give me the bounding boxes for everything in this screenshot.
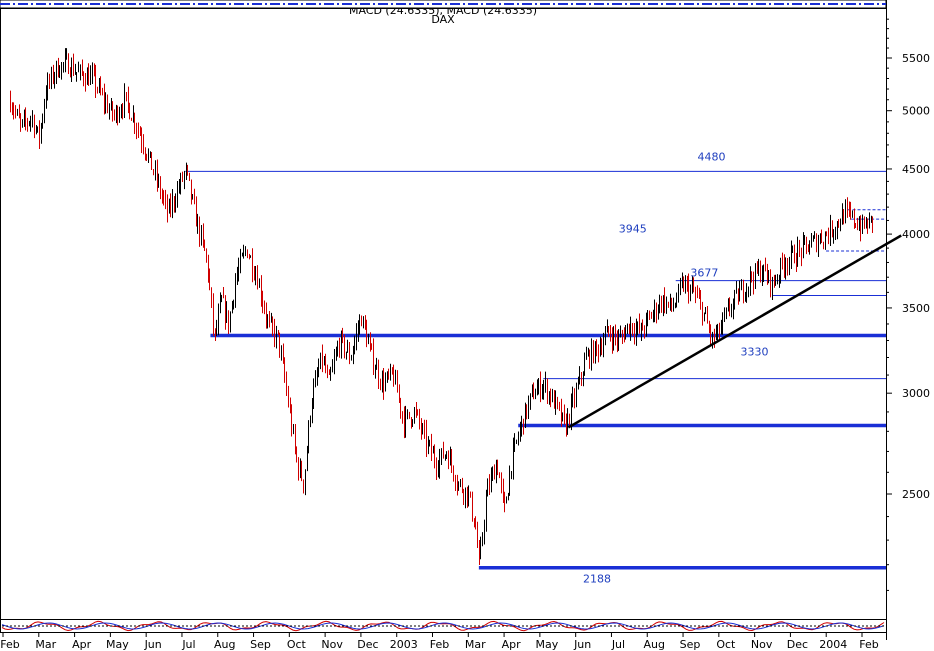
x-tick-label: Jun bbox=[144, 638, 162, 651]
x-tick-label: May bbox=[106, 638, 129, 651]
y-tick-label: 5500 bbox=[902, 52, 930, 65]
x-tick-label: Sep bbox=[680, 638, 701, 651]
x-tick-label: Feb bbox=[0, 638, 19, 651]
y-tick-label: 3000 bbox=[902, 387, 930, 400]
x-tick-label: May bbox=[536, 638, 559, 651]
x-tick-label: Feb bbox=[430, 638, 449, 651]
plot-frame bbox=[0, 8, 887, 620]
y-axis: 2500 3000 3500 4000 4500 5000 5500 bbox=[886, 18, 930, 591]
macd-signal-line bbox=[1, 622, 885, 630]
x-tick-label: Jul bbox=[611, 638, 625, 651]
x-tick-label: Jun bbox=[573, 638, 591, 651]
macd-panel bbox=[1, 620, 885, 632]
x-axis: Feb Mar Apr May Jun Jul Aug Sep Oct Nov Dec 2003 Feb… bbox=[0, 632, 879, 651]
x-tick-label: Aug bbox=[644, 638, 665, 651]
level-label-2188: 2188 bbox=[583, 573, 611, 586]
x-tick-label: Sep bbox=[250, 638, 271, 651]
x-tick-label: Feb bbox=[859, 638, 878, 651]
x-tick-label: 2003 bbox=[390, 638, 418, 651]
x-tick-label: Mar bbox=[35, 638, 56, 651]
macd-line bbox=[1, 620, 885, 632]
level-label-4480: 4480 bbox=[698, 150, 726, 163]
price-series bbox=[10, 48, 873, 566]
y-tick-label: 2500 bbox=[902, 488, 930, 501]
x-tick-label: Dec bbox=[787, 638, 808, 651]
trendline bbox=[567, 234, 902, 429]
x-tick-label: Jul bbox=[181, 638, 195, 651]
y-tick-label: 4000 bbox=[902, 228, 930, 241]
x-tick-label: Nov bbox=[321, 638, 343, 651]
instrument-title: DAX bbox=[431, 13, 455, 26]
y-tick-label: 4500 bbox=[902, 163, 930, 176]
trendline-support bbox=[567, 234, 902, 429]
horizontal-levels bbox=[185, 170, 886, 570]
x-tick-label: Apr bbox=[72, 638, 92, 651]
annotation-label: 3945 bbox=[619, 223, 647, 236]
x-tick-label: Aug bbox=[214, 638, 235, 651]
y-tick-label: 5000 bbox=[902, 105, 930, 118]
x-tick-label: Oct bbox=[287, 638, 307, 651]
x-tick-label: Dec bbox=[357, 638, 378, 651]
x-tick-label: Oct bbox=[716, 638, 736, 651]
x-tick-label: Mar bbox=[465, 638, 486, 651]
y-tick-label: 3500 bbox=[902, 302, 930, 315]
x-tick-label: 2004 bbox=[819, 638, 847, 651]
x-tick-label: Nov bbox=[751, 638, 773, 651]
level-label-3330: 3330 bbox=[740, 345, 768, 358]
level-labels: 4480 3677 3330 2188 3945 bbox=[583, 150, 768, 585]
level-label-3677: 3677 bbox=[690, 267, 718, 280]
x-tick-label: Apr bbox=[502, 638, 522, 651]
indicator-title: MACD (24.6335), MACD (24.6335) bbox=[348, 4, 538, 17]
top-indicator-strip bbox=[0, 0, 887, 9]
